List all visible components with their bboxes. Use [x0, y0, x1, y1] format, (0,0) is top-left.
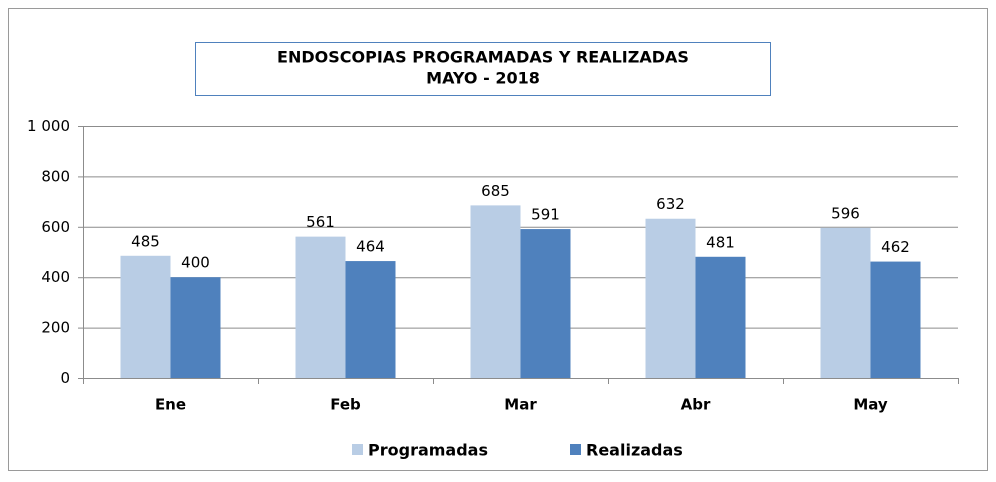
data-label: 400 [181, 254, 210, 272]
x-tick-label: May [853, 396, 888, 414]
y-tick-label: 1 000 [27, 117, 70, 135]
chart-subtitle: MAYO - 2018 [426, 69, 540, 88]
bar [470, 205, 521, 378]
legend-label: Realizadas [586, 441, 683, 460]
x-tick-label: Abr [681, 396, 711, 414]
legend-swatch [570, 444, 581, 455]
bar [820, 227, 871, 378]
bar [345, 261, 396, 378]
data-label: 561 [306, 213, 335, 231]
bar [295, 236, 346, 378]
y-tick-label: 800 [41, 167, 70, 185]
data-label: 485 [131, 232, 160, 250]
data-label: 632 [656, 195, 685, 213]
title-box [195, 42, 771, 96]
bar [520, 229, 571, 378]
data-label: 481 [706, 233, 735, 251]
x-tick-label: Mar [504, 396, 537, 414]
legend-swatch [352, 444, 363, 455]
y-tick-label: 200 [41, 319, 70, 337]
bar [645, 218, 696, 378]
y-tick-label: 400 [41, 268, 70, 286]
data-label: 591 [531, 206, 560, 224]
data-label: 462 [881, 238, 910, 256]
data-label: 685 [481, 182, 510, 200]
bar [870, 261, 921, 378]
x-tick-label: Ene [155, 396, 186, 414]
data-label: 596 [831, 204, 860, 222]
y-tick-label: 600 [41, 218, 70, 236]
x-tick-label: Feb [330, 396, 361, 414]
y-tick-label: 0 [60, 369, 70, 387]
bar [170, 277, 221, 378]
chart-title: ENDOSCOPIAS PROGRAMADAS Y REALIZADAS [277, 48, 689, 67]
bar [120, 255, 171, 378]
bar [695, 256, 746, 378]
legend-label: Programadas [368, 441, 488, 460]
data-label: 464 [356, 238, 385, 256]
